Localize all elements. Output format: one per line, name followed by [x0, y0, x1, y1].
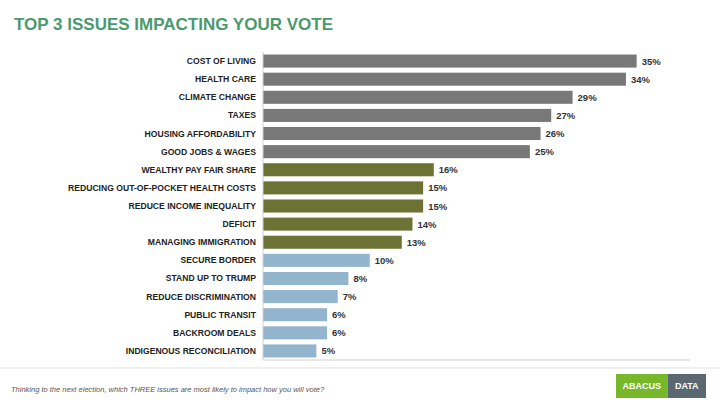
logo-box [616, 374, 668, 398]
x-axis-line [263, 360, 690, 361]
bar [263, 218, 412, 231]
data-label: 7% [343, 291, 357, 302]
bar [263, 73, 626, 86]
data-label: 35% [642, 56, 662, 67]
data-label: 26% [546, 128, 566, 139]
category-label: INDIGENOUS RECONCILIATION [126, 346, 256, 356]
category-label: BACKROOM DEALS [173, 328, 256, 338]
logo-text: ABACUS [623, 381, 662, 391]
bar [263, 163, 434, 176]
data-label: 27% [556, 110, 576, 121]
data-label: 29% [578, 92, 598, 103]
category-label: HEALTH CARE [195, 74, 256, 84]
separator [0, 368, 720, 369]
category-label: STAND UP TO TRUMP [166, 273, 257, 283]
data-label: 5% [321, 345, 335, 356]
category-label: PUBLIC TRANSIT [184, 310, 256, 320]
data-label: 15% [428, 182, 448, 193]
bar [263, 254, 370, 267]
data-label: 13% [407, 237, 427, 248]
bar [263, 344, 316, 357]
y-axis-line [263, 52, 264, 360]
category-label: COST OF LIVING [187, 56, 257, 66]
logo-text: DATA [675, 381, 699, 391]
chart: TOP 3 ISSUES IMPACTING YOUR VOTE COST OF … [0, 0, 720, 405]
data-label: 14% [417, 219, 437, 230]
category-label: GOOD JOBS & WAGES [161, 147, 256, 157]
bar [263, 308, 327, 321]
bar [263, 290, 338, 303]
bar [263, 272, 348, 285]
category-label: CLIMATE CHANGE [179, 92, 256, 102]
bar [263, 127, 541, 140]
data-label: 6% [332, 327, 346, 338]
category-label: REDUCE DISCRIMINATION [146, 292, 256, 302]
data-label: 15% [428, 201, 448, 212]
bar [263, 326, 327, 339]
bar [263, 91, 573, 104]
category-label: HOUSING AFFORDABILITY [145, 129, 257, 139]
data-label: 34% [631, 74, 651, 85]
data-label: 16% [439, 164, 459, 175]
category-label: SECURE BORDER [181, 255, 257, 265]
bars [263, 55, 637, 358]
category-label: REDUCE INCOME INEQUALITY [129, 201, 257, 211]
footnote: Thinking to the next election, which THR… [11, 385, 325, 394]
category-label: TAXES [228, 110, 256, 120]
category-label: DEFICIT [223, 219, 257, 229]
category-label: MANAGING IMMIGRATION [148, 237, 256, 247]
data-label: 10% [375, 255, 395, 266]
bar [263, 199, 423, 212]
logo-box [668, 374, 706, 398]
data-label: 8% [353, 273, 367, 284]
category-label: WEALTHY PAY FAIR SHARE [141, 165, 256, 175]
bar [263, 109, 551, 122]
data-label: 6% [332, 309, 346, 320]
bar [263, 181, 423, 194]
bar [263, 236, 402, 249]
bar [263, 55, 637, 68]
bar [263, 145, 530, 158]
data-label: 25% [535, 146, 555, 157]
title: TOP 3 ISSUES IMPACTING YOUR VOTE [14, 15, 333, 34]
category-label: REDUCING OUT-OF-POCKET HEALTH COSTS [68, 183, 256, 193]
